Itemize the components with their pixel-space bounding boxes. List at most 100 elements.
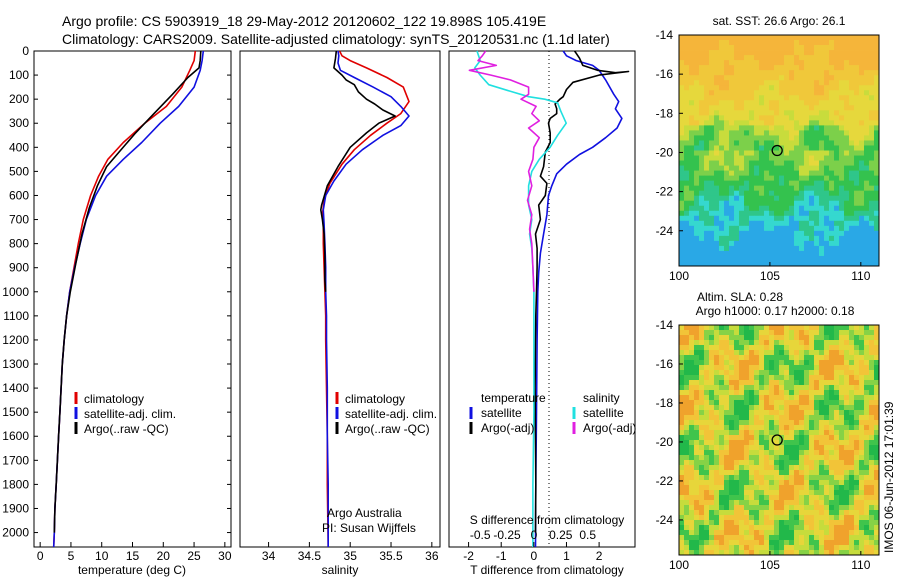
heatmap-cell xyxy=(789,485,795,491)
heatmap-cell xyxy=(834,505,840,511)
heatmap-cell xyxy=(739,90,745,96)
heatmap-cell xyxy=(704,85,710,91)
heatmap-cell xyxy=(849,435,855,441)
heatmap-cell xyxy=(724,325,730,331)
heatmap-cell xyxy=(844,340,850,346)
heatmap-cell xyxy=(864,95,870,101)
heatmap-cell xyxy=(814,190,820,197)
heatmap-cell xyxy=(729,475,735,481)
heatmap-cell xyxy=(774,240,780,247)
heatmap-cell xyxy=(849,530,855,536)
heatmap-cell xyxy=(764,460,770,466)
heatmap-cell xyxy=(734,155,740,161)
heatmap-cell xyxy=(859,410,865,416)
heatmap-cell xyxy=(789,515,795,521)
heatmap-cell xyxy=(724,225,730,232)
heatmap-cell xyxy=(684,110,690,116)
heatmap-cell xyxy=(714,115,720,121)
heatmap-cell xyxy=(689,70,695,76)
heatmap-cell xyxy=(809,385,815,391)
heatmap-cell xyxy=(764,470,770,476)
heatmap-cell xyxy=(849,245,855,252)
heatmap-cell xyxy=(739,425,745,431)
heatmap-cell xyxy=(844,510,850,516)
heatmap-cell xyxy=(794,440,800,446)
sst-map-frame xyxy=(678,34,880,267)
heatmap-cell xyxy=(679,230,685,237)
heatmap-cell xyxy=(699,330,705,336)
heatmap-cell xyxy=(789,40,795,46)
heatmap-cell xyxy=(719,225,725,232)
heatmap-cell xyxy=(739,490,745,496)
heatmap-cell xyxy=(834,430,840,436)
heatmap-cell xyxy=(769,60,775,66)
heatmap-cell xyxy=(704,480,710,486)
heatmap-cell xyxy=(714,190,720,197)
heatmap-cell xyxy=(789,180,795,187)
heatmap-cell xyxy=(729,95,735,101)
heatmap-cell xyxy=(854,130,860,136)
heatmap-cell xyxy=(764,145,770,151)
heatmap-cell xyxy=(829,525,835,531)
heatmap-cell xyxy=(779,470,785,476)
heatmap-cell xyxy=(689,150,695,156)
heatmap-cell xyxy=(704,90,710,96)
heatmap-cell xyxy=(774,365,780,371)
heatmap-cell xyxy=(744,505,750,511)
heatmap-cell xyxy=(684,60,690,66)
heatmap-cell xyxy=(729,415,735,421)
heatmap-cell xyxy=(684,445,690,451)
heatmap-cell xyxy=(684,90,690,96)
heatmap-cell xyxy=(809,505,815,511)
heatmap-cell xyxy=(744,500,750,506)
heatmap-cell xyxy=(784,60,790,66)
heatmap-cell xyxy=(804,495,810,501)
heatmap-cell xyxy=(864,205,870,212)
heatmap-cell xyxy=(784,520,790,526)
heatmap-cell xyxy=(744,225,750,232)
heatmap-cell xyxy=(739,100,745,106)
sst-heatmap xyxy=(679,35,880,267)
heatmap-cell xyxy=(704,355,710,361)
heatmap-cell xyxy=(704,240,710,247)
heatmap-cell xyxy=(814,130,820,136)
heatmap-cell xyxy=(714,105,720,111)
heatmap-cell xyxy=(844,45,850,51)
heatmap-cell xyxy=(694,415,700,421)
heatmap-cell xyxy=(719,150,725,156)
heatmap-cell xyxy=(709,225,715,232)
heatmap-cell xyxy=(859,505,865,511)
heatmap-cell xyxy=(779,135,785,141)
heatmap-cell xyxy=(819,360,825,366)
heatmap-cell xyxy=(724,520,730,526)
heatmap-cell xyxy=(829,115,835,121)
heatmap-cell xyxy=(854,220,860,227)
heatmap-cell xyxy=(864,245,870,252)
heatmap-cell xyxy=(834,195,840,202)
heatmap-cell xyxy=(699,55,705,61)
heatmap-cell xyxy=(804,550,810,556)
heatmap-cell xyxy=(719,465,725,471)
heatmap-cell xyxy=(719,375,725,381)
heatmap-cell xyxy=(734,465,740,471)
heatmap-cell xyxy=(834,260,840,267)
heatmap-cell xyxy=(869,50,875,56)
heatmap-cell xyxy=(834,90,840,96)
heatmap-cell xyxy=(834,375,840,381)
heatmap-cell xyxy=(744,205,750,212)
heatmap-cell xyxy=(859,255,865,262)
heatmap-cell xyxy=(834,545,840,551)
heatmap-cell xyxy=(804,540,810,546)
heatmap-cell xyxy=(769,375,775,381)
heatmap-cell xyxy=(809,185,815,192)
heatmap-cell xyxy=(704,330,710,336)
heatmap-cell xyxy=(824,150,830,156)
heatmap-cell xyxy=(859,365,865,371)
heatmap-cell xyxy=(834,250,840,257)
heatmap-cell xyxy=(874,245,880,252)
heatmap-cell xyxy=(779,390,785,396)
heatmap-cell xyxy=(774,105,780,111)
heatmap-cell xyxy=(719,40,725,46)
heatmap-cell xyxy=(744,85,750,91)
heatmap-cell xyxy=(849,120,855,126)
